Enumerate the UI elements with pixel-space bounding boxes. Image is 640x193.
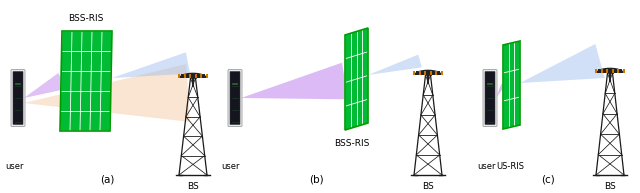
FancyBboxPatch shape	[228, 69, 242, 126]
Text: BSS-RIS: BSS-RIS	[68, 14, 104, 23]
Polygon shape	[345, 28, 368, 130]
Polygon shape	[503, 41, 520, 129]
Text: US-RIS: US-RIS	[496, 162, 524, 171]
Text: BSS-RIS: BSS-RIS	[334, 139, 370, 148]
Text: user: user	[4, 162, 23, 171]
Polygon shape	[520, 44, 605, 83]
Text: user: user	[477, 162, 495, 171]
Polygon shape	[112, 52, 190, 78]
Text: BS: BS	[422, 182, 434, 191]
Text: user: user	[221, 162, 240, 171]
FancyBboxPatch shape	[485, 71, 495, 124]
Text: (b): (b)	[308, 175, 323, 185]
Polygon shape	[596, 68, 624, 73]
Polygon shape	[414, 70, 442, 75]
Polygon shape	[496, 84, 505, 98]
FancyBboxPatch shape	[11, 69, 25, 126]
FancyBboxPatch shape	[230, 71, 240, 124]
FancyBboxPatch shape	[483, 69, 497, 126]
Text: BS: BS	[604, 182, 616, 191]
Polygon shape	[179, 73, 207, 78]
Polygon shape	[24, 73, 66, 98]
FancyBboxPatch shape	[13, 71, 23, 124]
Text: (a): (a)	[100, 175, 114, 185]
Polygon shape	[368, 55, 422, 75]
Polygon shape	[24, 64, 190, 122]
Polygon shape	[60, 31, 112, 131]
Polygon shape	[241, 63, 348, 99]
Text: BS: BS	[187, 182, 199, 191]
Text: (c): (c)	[541, 175, 555, 185]
